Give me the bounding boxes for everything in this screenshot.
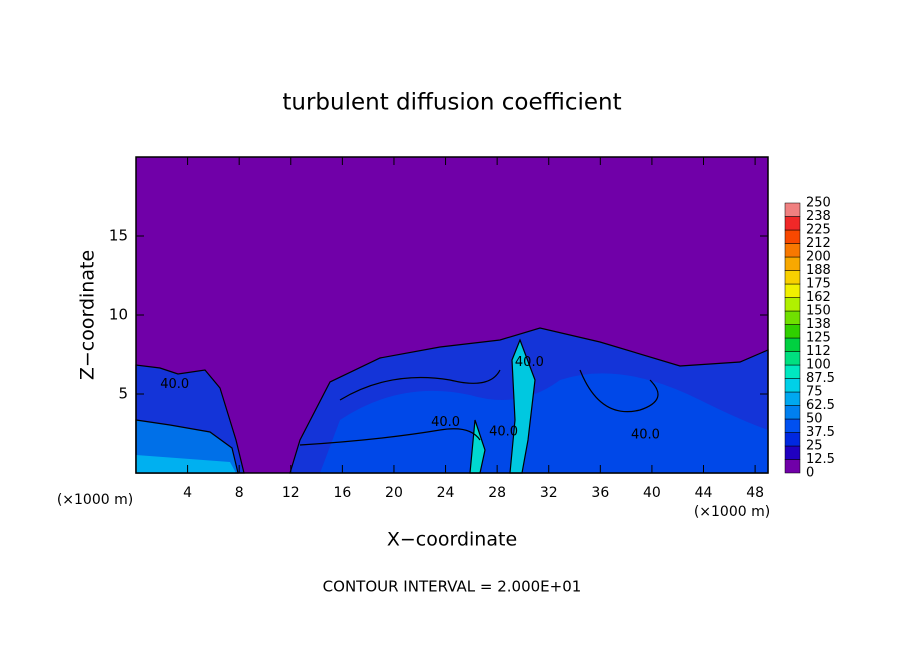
contour-line (579, 369, 659, 413)
contour-label: 40.0 (160, 377, 189, 392)
colorbar-cell (784, 283, 801, 298)
colorbar-cell (784, 297, 801, 312)
colorbar-tick-label: 12.5 (806, 452, 835, 467)
y-tick-label: 5 (118, 385, 128, 403)
colorbar-cell (784, 405, 801, 420)
contour-label: 40.0 (631, 428, 660, 443)
colorbar-tick-label: 212 (806, 236, 831, 251)
x-tick-label: 16 (333, 485, 351, 501)
colorbar-cell (784, 324, 801, 339)
colorbar-tick-label: 225 (806, 223, 831, 238)
contour-label: 40.0 (431, 415, 460, 430)
colorbar-cell (784, 216, 801, 231)
colorbar-cell (784, 459, 801, 474)
chart-title: turbulent diffusion coefficient (282, 90, 621, 116)
colorbar-tick-label: 138 (806, 317, 831, 332)
colorbar-cell (784, 270, 801, 285)
x-tick-label: 32 (540, 485, 558, 501)
x-tick-label: 44 (695, 485, 713, 501)
colorbar-tick-label: 150 (806, 304, 831, 319)
colorbar-tick-label: 125 (806, 331, 831, 346)
x-tick-label: 36 (591, 485, 609, 501)
colorbar-cell (784, 256, 801, 271)
contour-label: 40.0 (489, 424, 518, 439)
colorbar-cell (784, 391, 801, 406)
colorbar-cell (784, 378, 801, 393)
colorbar-cell (784, 364, 801, 379)
colorbar-cell (784, 418, 801, 433)
colorbar-tick-label: 238 (806, 209, 831, 224)
field-region (320, 373, 768, 473)
field (135, 327, 769, 474)
colorbar-cell (784, 202, 801, 217)
y-tick-label: 15 (109, 227, 128, 245)
x-tick-label: 12 (282, 485, 300, 501)
footer-note: CONTOUR INTERVAL = 2.000E+01 (323, 578, 582, 596)
y-tick-label: 10 (109, 306, 128, 324)
x-tick-label: 8 (235, 485, 244, 501)
colorbar-tick-label: 250 (806, 196, 831, 211)
colorbar-tick-label: 188 (806, 263, 831, 278)
x-unit-label: (×1000 m) (694, 504, 770, 520)
colorbar-cell (784, 229, 801, 244)
x-axis-label: X−coordinate (387, 529, 517, 551)
colorbar-tick-label: 0 (806, 466, 814, 481)
contour-line (339, 369, 501, 401)
colorbar-cell (784, 351, 801, 366)
colorbar-cell (784, 243, 801, 258)
y-axis-label: Z−coordinate (77, 250, 99, 380)
x-tick-label: 48 (746, 485, 764, 501)
colorbar-tick-label: 175 (806, 277, 831, 292)
colorbar-cell (784, 445, 801, 460)
x-tick-label: 4 (183, 485, 192, 501)
colorbar-tick-label: 200 (806, 250, 831, 265)
colorbar-tick-label: 100 (806, 358, 831, 373)
colorbar-tick-label: 162 (806, 290, 831, 305)
x-tick-label: 20 (385, 485, 403, 501)
colorbar-cell (784, 432, 801, 447)
contour-label: 40.0 (515, 355, 544, 370)
colorbar-tick-label: 87.5 (806, 371, 835, 386)
colorbar-cell (784, 337, 801, 352)
x-unit-label: (×1000 m) (57, 492, 133, 508)
colorbar-cell (784, 310, 801, 325)
colorbar-tick-label: 37.5 (806, 425, 835, 440)
x-tick-label: 40 (643, 485, 661, 501)
colorbar-tick-label: 50 (806, 412, 823, 427)
colorbar-tick-label: 62.5 (806, 398, 835, 413)
field-region (136, 455, 236, 473)
x-tick-label: 24 (437, 485, 455, 501)
colorbar-tick-label: 75 (806, 385, 823, 400)
colorbar-tick-label: 112 (806, 344, 831, 359)
x-tick-label: 28 (488, 485, 506, 501)
contour-line (299, 428, 481, 446)
colorbar-tick-label: 25 (806, 439, 823, 454)
